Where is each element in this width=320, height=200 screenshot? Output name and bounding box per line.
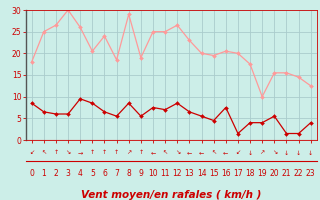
- Text: 3: 3: [66, 170, 70, 178]
- Text: ↓: ↓: [247, 150, 253, 156]
- Text: ↑: ↑: [114, 150, 119, 156]
- Text: ↖: ↖: [163, 150, 168, 156]
- Text: →: →: [77, 150, 83, 156]
- Text: ←: ←: [223, 150, 228, 156]
- Text: 22: 22: [294, 170, 303, 178]
- Text: 20: 20: [269, 170, 279, 178]
- Text: 6: 6: [102, 170, 107, 178]
- Text: 17: 17: [233, 170, 243, 178]
- Text: ←: ←: [150, 150, 156, 156]
- Text: 13: 13: [185, 170, 194, 178]
- Text: 1: 1: [41, 170, 46, 178]
- Text: ↗: ↗: [260, 150, 265, 156]
- Text: 2: 2: [53, 170, 58, 178]
- Text: 7: 7: [114, 170, 119, 178]
- Text: 12: 12: [172, 170, 182, 178]
- Text: ←: ←: [187, 150, 192, 156]
- Text: ↑: ↑: [53, 150, 59, 156]
- Text: ↓: ↓: [296, 150, 301, 156]
- Text: ↑: ↑: [90, 150, 95, 156]
- Text: 10: 10: [148, 170, 158, 178]
- Text: ↖: ↖: [211, 150, 216, 156]
- Text: 19: 19: [257, 170, 267, 178]
- Text: 11: 11: [160, 170, 170, 178]
- Text: ↘: ↘: [272, 150, 277, 156]
- Text: 9: 9: [139, 170, 143, 178]
- Text: ↘: ↘: [66, 150, 71, 156]
- Text: ↑: ↑: [138, 150, 143, 156]
- Text: ↓: ↓: [284, 150, 289, 156]
- Text: 16: 16: [221, 170, 231, 178]
- Text: 8: 8: [126, 170, 131, 178]
- Text: ↘: ↘: [175, 150, 180, 156]
- Text: ↙: ↙: [29, 150, 34, 156]
- Text: ↗: ↗: [126, 150, 131, 156]
- Text: 0: 0: [29, 170, 34, 178]
- Text: 14: 14: [197, 170, 206, 178]
- Text: ↙: ↙: [235, 150, 241, 156]
- Text: 23: 23: [306, 170, 316, 178]
- Text: ↑: ↑: [102, 150, 107, 156]
- Text: ↖: ↖: [41, 150, 46, 156]
- Text: 18: 18: [245, 170, 255, 178]
- Text: 15: 15: [209, 170, 219, 178]
- Text: ↓: ↓: [308, 150, 313, 156]
- Text: ←: ←: [199, 150, 204, 156]
- Text: 21: 21: [282, 170, 291, 178]
- Text: Vent moyen/en rafales ( km/h ): Vent moyen/en rafales ( km/h ): [81, 190, 261, 200]
- Text: 5: 5: [90, 170, 95, 178]
- Text: 4: 4: [78, 170, 83, 178]
